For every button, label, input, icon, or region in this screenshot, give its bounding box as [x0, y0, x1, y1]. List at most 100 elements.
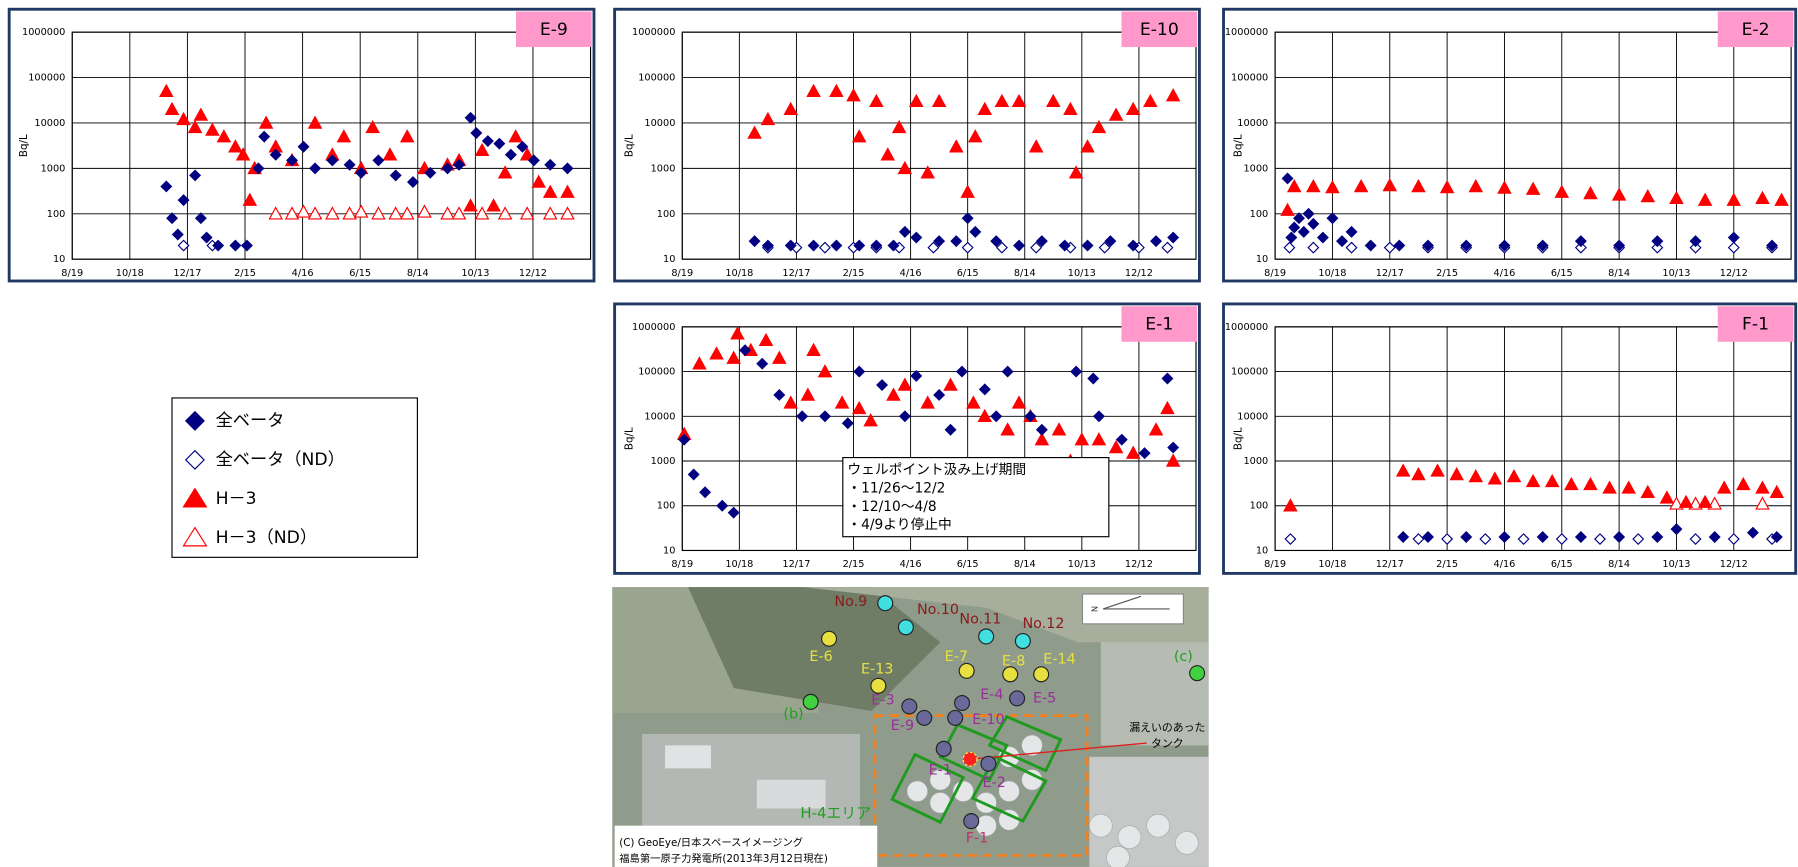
data-point — [817, 364, 833, 378]
data-point — [978, 383, 991, 396]
data-point — [1583, 185, 1598, 200]
chart-title: E-1 — [1145, 315, 1173, 335]
data-point — [1439, 179, 1455, 194]
data-point — [177, 194, 190, 207]
data-point — [177, 239, 190, 252]
data-point — [307, 206, 323, 220]
data-point — [399, 129, 415, 143]
title-box — [516, 11, 592, 48]
data-point — [1651, 531, 1664, 543]
y-tick-label: 1000000 — [1225, 27, 1268, 38]
x-tick-label: 8/19 — [61, 268, 83, 279]
data-point — [516, 140, 529, 153]
data-point — [1479, 533, 1492, 546]
data-point — [417, 204, 432, 218]
data-point — [1058, 239, 1071, 252]
data-point — [1284, 533, 1297, 546]
y-axis-label: Bq/L — [1232, 134, 1244, 157]
x-tick-label: 8/19 — [671, 268, 693, 279]
data-point — [761, 239, 774, 252]
data-point — [519, 206, 535, 220]
data-point — [897, 377, 913, 391]
data-point — [1091, 432, 1107, 446]
y-tick-label: 1000 — [1243, 163, 1268, 174]
chart-title: E-2 — [1742, 20, 1770, 40]
data-point — [1074, 432, 1090, 446]
data-point — [1098, 241, 1111, 254]
map-photo — [612, 587, 1209, 867]
data-point — [1678, 494, 1694, 508]
data-point — [1564, 476, 1579, 491]
data-point — [1165, 88, 1181, 102]
data-point — [920, 395, 935, 409]
data-point — [1160, 400, 1175, 415]
y-tick-label: 1000 — [1243, 456, 1268, 467]
data-point — [269, 148, 282, 161]
data-point — [898, 410, 911, 423]
data-point — [519, 147, 535, 161]
data-point — [1285, 231, 1298, 244]
data-point — [193, 107, 209, 121]
data-point — [692, 356, 707, 370]
map-well-label: E-13 — [861, 662, 893, 678]
x-tick-label: 10/13 — [1068, 268, 1096, 279]
plot-area — [71, 31, 592, 260]
data-point — [773, 388, 786, 401]
data-point — [1297, 225, 1310, 238]
data-point — [474, 206, 490, 220]
data-point — [1028, 139, 1044, 153]
data-point — [977, 408, 993, 423]
y-tick-label: 100000 — [1231, 367, 1268, 378]
data-point — [1746, 526, 1759, 539]
chart-panel: 10 100 1000 10000 100000 1000000 8/19 10/18 12/1… — [1222, 302, 1798, 575]
x-tick-label: 12/12 — [1720, 268, 1748, 279]
data-point — [748, 235, 761, 248]
legend-label: 全ベータ — [216, 411, 285, 431]
y-tick-label: 100 — [1250, 209, 1269, 220]
data-point — [1283, 498, 1298, 512]
data-point — [1412, 533, 1425, 546]
data-point — [990, 410, 1003, 423]
legend-label: H－3（ND） — [216, 528, 318, 548]
map-well — [821, 630, 838, 647]
data-point — [342, 206, 357, 220]
data-point — [1659, 490, 1675, 504]
data-point — [806, 342, 821, 356]
data-point — [1422, 531, 1434, 543]
map-well-label: E-9 — [891, 718, 914, 734]
chart-panel: 10 100 1000 10000 100000 1000000 8/19 10/18 12/1… — [1222, 7, 1798, 283]
y-tick-label: 1000 — [651, 163, 676, 174]
data-point — [229, 239, 242, 252]
data-point — [994, 93, 1010, 108]
data-point — [1727, 231, 1740, 244]
data-point — [1708, 531, 1721, 543]
data-point — [1035, 423, 1048, 436]
map-credit: (C) GeoEye/日本スペースイメージング — [619, 836, 803, 849]
data-point — [1125, 101, 1141, 116]
data-point — [1001, 365, 1014, 378]
data-point — [440, 206, 455, 220]
data-point — [1302, 207, 1315, 220]
data-point — [240, 239, 253, 252]
map-well — [1189, 665, 1206, 682]
data-point — [1736, 476, 1751, 491]
x-tick-label: 10/18 — [1318, 268, 1346, 279]
data-point — [961, 241, 974, 254]
data-point — [863, 413, 878, 427]
data-point — [1640, 484, 1656, 499]
map-well-label: No.9 — [834, 594, 867, 610]
data-point — [1536, 531, 1549, 543]
data-point — [463, 198, 478, 212]
x-tick-label: 10/13 — [1662, 268, 1690, 279]
x-tick-label: 12/17 — [782, 559, 810, 570]
y-tick-label: 1000 — [651, 456, 676, 467]
data-point — [1506, 469, 1522, 483]
data-point — [1689, 235, 1702, 248]
data-point — [1651, 241, 1664, 254]
x-tick-label: 2/15 — [1436, 559, 1458, 570]
data-point — [187, 119, 203, 134]
data-point — [1411, 466, 1426, 481]
data-point — [1688, 496, 1703, 510]
data-point — [807, 239, 820, 252]
x-tick-label: 8/19 — [1264, 268, 1286, 279]
